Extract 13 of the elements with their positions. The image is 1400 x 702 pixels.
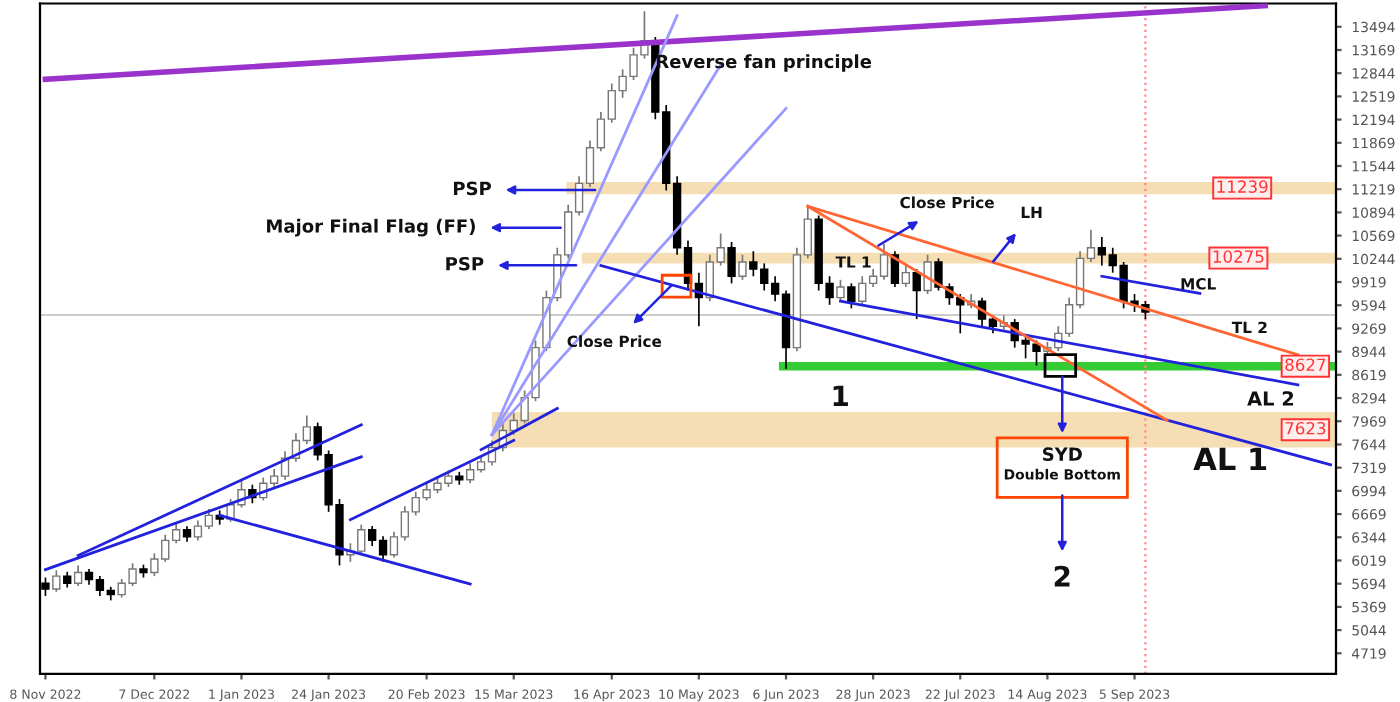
- annotation: AL 1: [1193, 447, 1267, 471]
- annotation: PSP: [453, 181, 492, 196]
- annotation: Major Final Flag (FF): [267, 218, 475, 237]
- band-label: 10275: [1213, 250, 1264, 263]
- annotation: 1: [833, 385, 848, 406]
- band-label: 7623: [1285, 421, 1326, 435]
- annotation: PSP: [446, 256, 484, 271]
- band-label: 8627: [1285, 358, 1326, 372]
- annotation: Reverse fan principle: [656, 54, 872, 72]
- annotation: 2: [1054, 565, 1070, 587]
- annotation: AL 2: [1247, 391, 1294, 406]
- annotation: SYD: [1043, 447, 1082, 461]
- band-label: 11239: [1217, 180, 1268, 193]
